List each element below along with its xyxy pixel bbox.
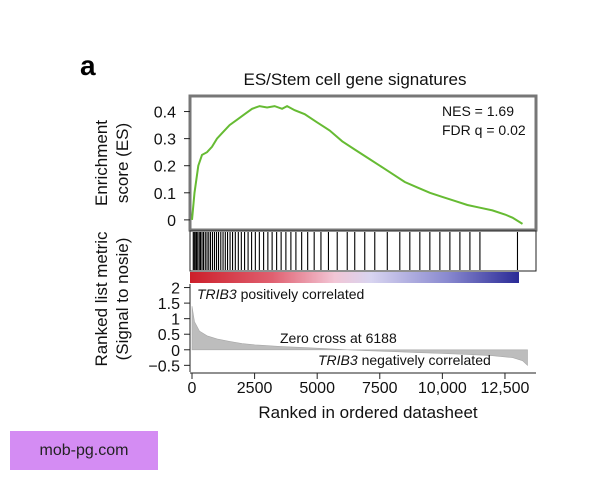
x-tick-label: 7500 <box>362 380 398 397</box>
rank-panel: −0.500.511.52 TRIB3 positively correlate… <box>92 231 528 375</box>
rank-y-tick-label: 1.5 <box>158 296 180 313</box>
x-tick-label: 2500 <box>237 380 273 397</box>
es-y-label-line1: Enrichment <box>92 120 111 206</box>
rank-y-tick-label: 0 <box>171 343 180 360</box>
positive-correlation-label: TRIB3 positively correlated <box>197 286 364 302</box>
panel-letter: a <box>80 50 96 81</box>
chart-title: ES/Stem cell gene signatures <box>243 70 466 89</box>
es-y-label-line2: score (ES) <box>113 123 132 203</box>
hit-panel-frame <box>189 230 537 272</box>
x-tick-label: 10,000 <box>418 380 467 397</box>
positive-label-text: positively correlated <box>237 286 365 302</box>
ranked-metric-area <box>191 306 528 366</box>
positive-gene-name: TRIB3 <box>197 286 237 302</box>
watermark-label: mob-pg.com <box>10 431 158 470</box>
rank-y-tick-label: −0.5 <box>148 358 180 375</box>
x-axis-label: Ranked in ordered datasheet <box>258 403 478 422</box>
es-panel: 0 0.1 0.2 0.3 0.4 NES = 1.69 FDR q = 0.02 En… <box>92 94 538 232</box>
es-y-tick-label: 0.1 <box>154 186 176 203</box>
gene-hit-lines <box>192 232 519 270</box>
x-ticks: 0 2500 5000 7500 10,000 12,500 <box>188 373 530 397</box>
es-y-tick-label: 0.4 <box>154 105 176 122</box>
x-tick-label: 12,500 <box>480 380 529 397</box>
x-tick-label: 0 <box>188 380 197 397</box>
hit-panel <box>189 230 537 272</box>
nes-annotation: NES = 1.69 <box>442 103 514 119</box>
negative-label-text: negatively correlated <box>358 352 491 368</box>
es-y-ticks: 0 0.1 0.2 0.3 0.4 <box>154 105 190 230</box>
x-axis: 0 2500 5000 7500 10,000 12,500 Ranked in orde… <box>188 372 536 422</box>
es-y-tick-label: 0.2 <box>154 159 176 176</box>
rank-color-strip <box>190 272 519 283</box>
rank-y-label-line1: Ranked list metric <box>92 231 111 367</box>
rank-y-ticks: −0.500.511.52 <box>148 281 190 375</box>
rank-y-label-line2: (Signal to nosie) <box>113 238 132 361</box>
zero-cross-label: Zero cross at 6188 <box>280 330 397 346</box>
rank-y-tick-label: 2 <box>171 281 180 298</box>
es-y-tick-label: 0 <box>167 213 176 230</box>
es-curve-line <box>191 104 524 225</box>
negative-correlation-label: TRIB3 negatively correlated <box>318 352 491 368</box>
negative-gene-name: TRIB3 <box>318 352 358 368</box>
es-y-tick-label: 0.3 <box>154 132 176 149</box>
x-tick-label: 5000 <box>299 380 335 397</box>
fdr-annotation: FDR q = 0.02 <box>442 122 526 138</box>
rank-y-tick-label: 1 <box>171 312 180 329</box>
rank-y-tick-label: 0.5 <box>158 327 180 344</box>
